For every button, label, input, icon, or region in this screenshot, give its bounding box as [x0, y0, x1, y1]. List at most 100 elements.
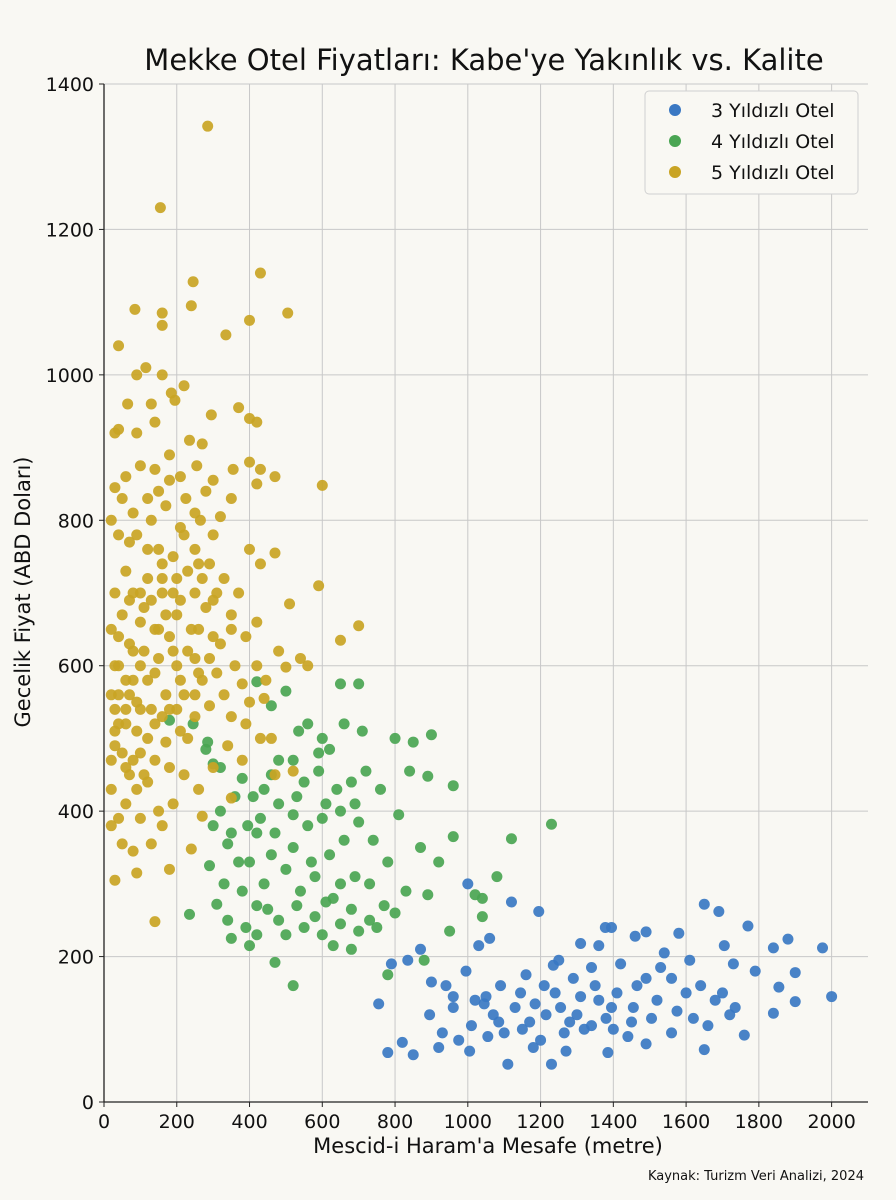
data-point-series-2 [334, 678, 346, 690]
data-point-series-1 [607, 1023, 619, 1035]
data-point-series-1 [640, 1038, 652, 1050]
data-point-series-2 [345, 903, 357, 915]
data-point-series-1 [629, 930, 641, 942]
tick-labels: 0 200 400 600 800 1000 1200 1400 1600 1800 2000 0 20… [46, 74, 856, 1133]
data-point-series-3 [109, 703, 121, 715]
data-point-series-3 [254, 558, 266, 570]
data-point-series-3 [334, 634, 346, 646]
data-point-series-3 [269, 547, 281, 559]
data-point-series-1 [567, 972, 579, 984]
data-point-series-1 [495, 980, 507, 992]
data-point-series-2 [211, 898, 223, 910]
data-point-series-1 [555, 1001, 567, 1013]
data-point-series-2 [334, 805, 346, 817]
legend: 3 Yıldızlı Otel 4 Yıldızlı Otel 5 Yıldızlı… [644, 90, 859, 195]
data-point-series-2 [273, 914, 285, 926]
data-point-series-3 [131, 867, 143, 879]
data-point-series-1 [606, 921, 618, 933]
data-point-series-2 [244, 940, 256, 952]
data-point-series-3 [134, 660, 146, 672]
data-point-series-1 [622, 1031, 634, 1043]
data-point-series-1 [564, 1016, 576, 1028]
data-point-series-1 [478, 998, 490, 1010]
data-point-series-2 [389, 732, 401, 744]
data-point-series-3 [120, 762, 132, 774]
data-point-series-3 [174, 594, 186, 606]
data-point-series-3 [160, 736, 172, 748]
data-point-series-3 [134, 812, 146, 824]
data-point-series-3 [218, 572, 230, 584]
data-point-series-1 [516, 1023, 528, 1035]
data-point-series-2 [433, 856, 445, 868]
data-point-series-3 [116, 838, 128, 850]
data-point-series-1 [484, 932, 496, 944]
data-point-series-3 [211, 667, 223, 679]
data-point-series-3 [174, 725, 186, 737]
data-point-series-2 [280, 863, 292, 875]
data-point-series-2 [415, 842, 427, 853]
data-point-series-2 [262, 903, 274, 915]
data-point-series-1 [782, 933, 794, 945]
data-point-series-3 [207, 631, 219, 643]
data-point-series-3 [254, 267, 266, 279]
data-point-series-1 [602, 1047, 614, 1059]
data-point-series-1 [493, 1016, 505, 1028]
data-point-series-3 [105, 783, 117, 795]
data-point-series-3 [105, 754, 117, 766]
data-point-series-2 [345, 776, 357, 788]
data-point-series-2 [309, 911, 321, 923]
data-point-series-3 [284, 598, 296, 610]
data-point-series-3 [113, 718, 125, 730]
data-point-series-3 [134, 460, 146, 472]
data-point-series-1 [520, 969, 532, 981]
y-axis-label: Gecelik Fiyat (ABD Doları) [11, 457, 35, 728]
data-point-series-1 [469, 994, 481, 1006]
data-point-series-1 [578, 1023, 590, 1035]
data-point-series-3 [142, 572, 154, 584]
data-point-series-3 [134, 747, 146, 759]
data-point-series-3 [145, 838, 157, 850]
data-point-series-3 [244, 412, 256, 424]
data-point-series-3 [191, 460, 203, 472]
y-tick-label: 0 [82, 1092, 94, 1114]
data-point-series-2 [287, 980, 299, 992]
y-tick-label: 1200 [46, 219, 94, 241]
data-point-series-2 [313, 765, 325, 777]
data-point-series-3 [171, 572, 183, 584]
data-point-series-3 [145, 594, 157, 606]
data-point-series-2 [242, 820, 254, 832]
x-tick-label: 1600 [662, 1111, 710, 1133]
data-point-series-3 [244, 456, 256, 468]
data-point-series-1 [826, 991, 838, 1003]
axes [103, 84, 868, 1103]
data-point-series-3 [127, 507, 139, 519]
data-point-series-3 [244, 696, 256, 708]
data-point-series-1 [447, 1001, 459, 1013]
data-point-series-1 [718, 940, 730, 952]
data-point-series-3 [171, 609, 183, 621]
data-point-series-2 [254, 812, 266, 824]
data-point-series-3 [200, 602, 212, 614]
data-point-series-3 [178, 689, 190, 701]
data-point-series-1 [593, 994, 605, 1006]
data-point-series-2 [418, 954, 430, 966]
y-tick-label: 1000 [46, 365, 94, 387]
data-point-series-1 [436, 1027, 448, 1039]
data-point-series-2 [353, 816, 365, 828]
data-point-series-3 [204, 700, 216, 712]
data-point-series-2 [327, 940, 339, 952]
data-point-series-3 [105, 514, 117, 526]
data-point-series-1 [407, 1049, 419, 1061]
data-point-series-3 [109, 874, 121, 886]
data-point-series-2 [316, 929, 328, 941]
data-point-series-2 [364, 878, 376, 890]
data-point-series-1 [673, 927, 685, 939]
data-point-series-1 [382, 1047, 394, 1059]
data-point-series-1 [415, 943, 427, 955]
data-point-series-1 [817, 942, 829, 954]
data-point-series-3 [156, 587, 168, 599]
data-point-series-2 [400, 885, 412, 897]
data-point-series-1 [433, 1041, 445, 1053]
data-point-series-1 [498, 1027, 510, 1039]
